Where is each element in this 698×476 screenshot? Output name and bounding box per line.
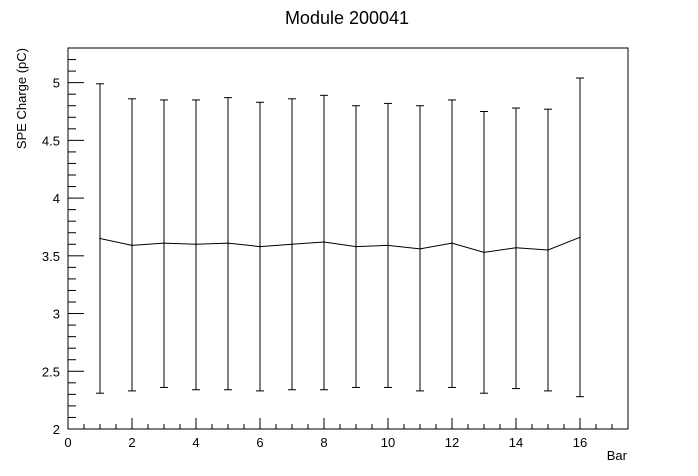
x-axis-label: Bar (607, 448, 628, 463)
data-point (291, 243, 293, 246)
data-point (99, 237, 101, 240)
data-point (483, 251, 485, 254)
x-tick-label: 6 (256, 435, 263, 450)
x-tick-label: 2 (128, 435, 135, 450)
x-tick-label: 4 (192, 435, 199, 450)
y-axis-label: SPE Charge (pC) (14, 48, 29, 149)
x-tick-label: 14 (509, 435, 523, 450)
y-tick-label: 5 (53, 76, 60, 91)
x-tick-label: 10 (381, 435, 395, 450)
y-tick-label: 2 (53, 422, 60, 437)
data-point (323, 241, 325, 243)
x-tick-label: 0 (64, 435, 71, 450)
data-point (195, 243, 197, 246)
series-line (99, 236, 581, 253)
x-tick-label: 12 (445, 435, 459, 450)
y-tick-label: 3 (53, 307, 60, 322)
series-layer (99, 236, 581, 254)
y-tick-label: 3.5 (42, 249, 60, 264)
chart-title: Module 200041 (285, 8, 409, 28)
data-point (387, 244, 389, 247)
data-point (163, 242, 165, 244)
data-point (579, 236, 581, 239)
data-point (227, 242, 229, 244)
y-tick-label: 4 (53, 191, 60, 206)
plot-frame (67, 47, 629, 430)
x-tick-label: 16 (573, 435, 587, 450)
y-tick-label: 2.5 (42, 364, 60, 379)
data-point (131, 244, 133, 247)
data-point (355, 245, 357, 248)
data-point (451, 242, 453, 244)
data-point (419, 248, 421, 250)
x-tick-label: 8 (320, 435, 327, 450)
data-point (259, 245, 261, 248)
y-tick-label: 4.5 (42, 133, 60, 148)
data-point (515, 246, 517, 249)
data-point (547, 249, 549, 251)
